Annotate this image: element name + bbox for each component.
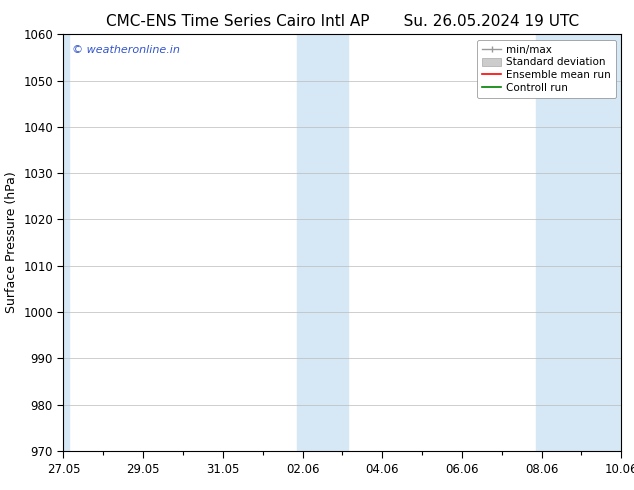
Text: © weatheronline.in: © weatheronline.in [72,45,179,55]
Bar [61,34,69,451]
Legend: min/max, Standard deviation, Ensemble mean run, Controll run: min/max, Standard deviation, Ensemble me… [477,40,616,98]
Bar [297,34,348,451]
Title: CMC-ENS Time Series Cairo Intl AP       Su. 26.05.2024 19 UTC: CMC-ENS Time Series Cairo Intl AP Su. 26… [106,14,579,29]
Bar [536,34,623,451]
Y-axis label: Surface Pressure (hPa): Surface Pressure (hPa) [4,172,18,314]
